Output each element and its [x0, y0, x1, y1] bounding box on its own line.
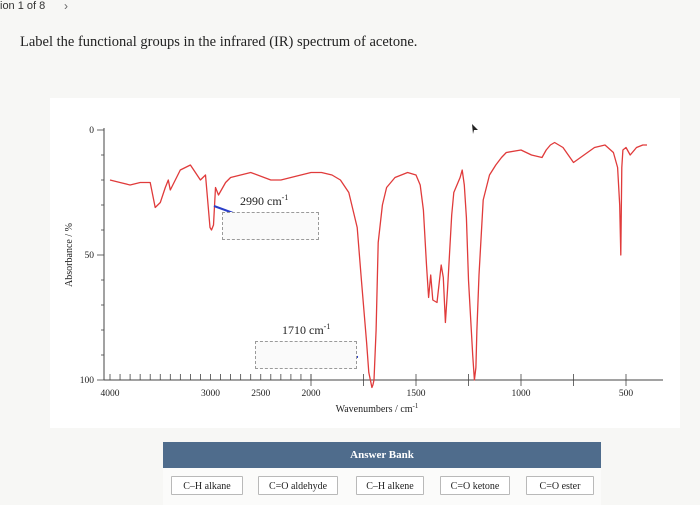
ir-chart-card [50, 98, 680, 428]
drop-target-2990[interactable] [222, 212, 319, 240]
answer-bank-title: Answer Bank [163, 442, 601, 468]
annotation-label-2990: 2990 cm-1 [240, 193, 289, 208]
question-prompt: Label the functional groups in the infra… [20, 34, 418, 50]
chevron-right-icon[interactable]: › [64, 0, 68, 13]
chip-co-ester[interactable]: C=O ester [526, 476, 594, 495]
chip-ch-alkane[interactable]: C–H alkane [171, 476, 243, 495]
question-counter: ion 1 of 8 [0, 0, 46, 12]
question-nav: ion 1 of 8 › [0, 0, 700, 16]
annotation-label-1710: 1710 cm-1 [282, 322, 331, 337]
chip-co-ketone[interactable]: C=O ketone [440, 476, 510, 495]
chip-ch-alkene[interactable]: C–H alkene [356, 476, 424, 495]
drop-target-1710[interactable] [255, 341, 357, 369]
chip-co-aldehyde[interactable]: C=O aldehyde [258, 476, 338, 495]
